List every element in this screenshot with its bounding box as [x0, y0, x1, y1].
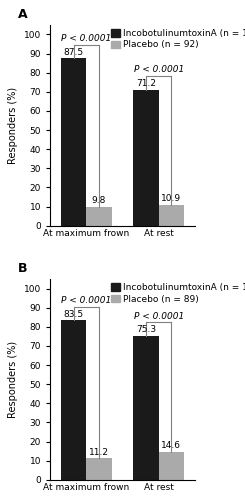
Bar [159, 452, 184, 480]
Text: 9.8: 9.8 [92, 196, 106, 205]
Bar [133, 336, 159, 480]
Text: 10.9: 10.9 [161, 194, 181, 203]
Legend: IncobotulinumtoxinA (n = 182), Placebo (n = 89): IncobotulinumtoxinA (n = 182), Placebo (… [110, 282, 245, 306]
Text: 87.5: 87.5 [64, 48, 84, 57]
Text: 14.6: 14.6 [161, 442, 181, 450]
Text: 75.3: 75.3 [136, 326, 156, 334]
Text: B: B [18, 262, 28, 275]
Text: P < 0.0001: P < 0.0001 [61, 296, 111, 305]
Text: P < 0.0001: P < 0.0001 [134, 312, 184, 320]
Y-axis label: Responders (%): Responders (%) [8, 86, 18, 164]
Text: 83.5: 83.5 [64, 310, 84, 318]
Bar [133, 90, 159, 226]
Legend: IncobotulinumtoxinA (n = 184), Placebo (n = 92): IncobotulinumtoxinA (n = 184), Placebo (… [110, 28, 245, 51]
Text: P < 0.0001: P < 0.0001 [61, 34, 111, 43]
Text: 11.2: 11.2 [89, 448, 109, 457]
Text: A: A [18, 8, 28, 21]
Bar [61, 58, 86, 226]
Y-axis label: Responders (%): Responders (%) [8, 341, 18, 418]
Text: P < 0.0001: P < 0.0001 [134, 65, 184, 74]
Text: 71.2: 71.2 [136, 79, 156, 88]
Bar [86, 207, 112, 226]
Bar [61, 320, 86, 480]
Bar [86, 458, 112, 480]
Bar [159, 205, 184, 226]
